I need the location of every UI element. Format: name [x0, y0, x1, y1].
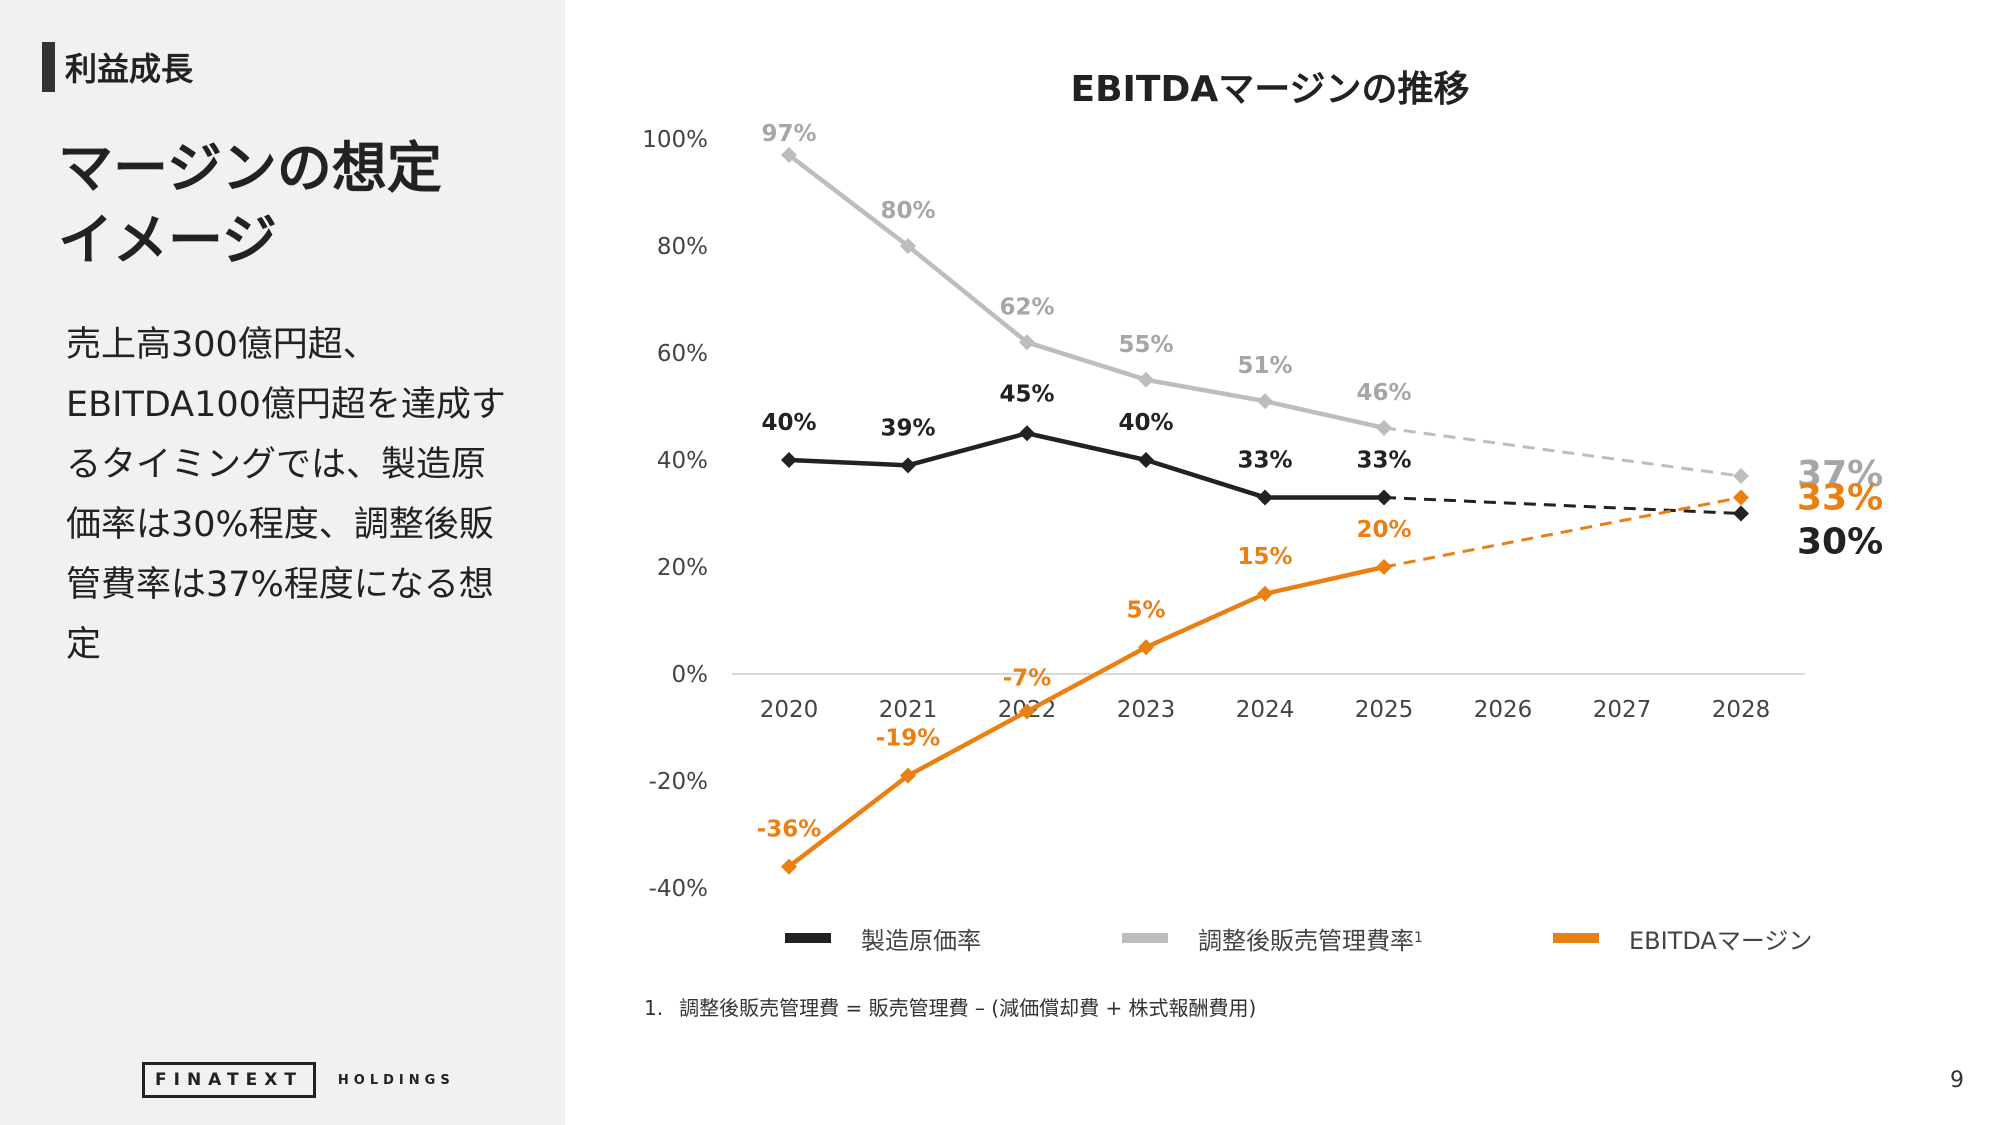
- logo-sub: HOLDINGS: [337, 1072, 455, 1088]
- data-label: 20%: [1356, 517, 1411, 543]
- series-line-actual: [787, 153, 1385, 431]
- y-tick-label: 80%: [657, 234, 708, 260]
- x-tick-label: 2026: [1474, 697, 1533, 723]
- data-point-marker: [1376, 559, 1392, 575]
- data-point-marker: [781, 452, 797, 468]
- data-label: 15%: [1237, 544, 1292, 570]
- data-point-marker: [900, 767, 916, 784]
- data-label: 45%: [999, 381, 1054, 407]
- x-tick-label: 2023: [1117, 697, 1176, 723]
- page-heading-line2: イメージ: [58, 208, 277, 272]
- footnote-text: 調整後販売管理費 = 販売管理費 – (減価償却費 + 株式報酬費用): [679, 996, 1257, 1020]
- data-label: 33%: [1237, 447, 1292, 473]
- y-tick-label: -20%: [649, 769, 708, 795]
- legend-label-sga: 調整後販売管理費率: [1198, 926, 1414, 955]
- data-point-marker: [900, 457, 916, 474]
- y-tick-label: 20%: [657, 555, 708, 581]
- data-point-marker: [1019, 334, 1035, 351]
- legend-swatch-sga: [1122, 933, 1168, 943]
- data-label: 97%: [761, 121, 816, 147]
- left-panel: 利益成長 マージンの想定 イメージ 売上高300億円超、EBITDA100億円超を…: [0, 0, 565, 1125]
- footnote: 1. 調整後販売管理費 = 販売管理費 – (減価償却費 + 株式報酬費用): [644, 992, 1256, 1021]
- section-tag-label: 利益成長: [65, 50, 194, 88]
- x-tick-label: 2024: [1236, 697, 1295, 723]
- chart-title: EBITDAマージンの推移: [1070, 69, 1470, 110]
- footnote-number: 1.: [644, 996, 664, 1020]
- projection-end-label: 37%: [1797, 454, 1883, 495]
- data-label: 5%: [1126, 597, 1165, 623]
- section-tag: 利益成長: [42, 42, 193, 92]
- page-heading: マージンの想定 イメージ: [58, 132, 538, 276]
- data-label: 40%: [1118, 410, 1173, 436]
- data-label: 39%: [880, 415, 935, 441]
- data-point-marker-projection: [1733, 505, 1749, 522]
- data-point-marker: [781, 858, 797, 875]
- data-point-marker: [1376, 419, 1392, 436]
- y-tick-label: 100%: [642, 127, 708, 153]
- legend-item-cost-of-sales: 製造原価率: [785, 918, 981, 958]
- series-line-projection: [1383, 426, 1742, 478]
- company-logo: FINATEXT HOLDINGS: [142, 1062, 455, 1098]
- data-label: -36%: [757, 817, 822, 843]
- x-tick-label: 2021: [879, 697, 938, 723]
- description-text: 売上高300億円超、EBITDA100億円超を達成するタイミングでは、製造原価率…: [66, 325, 506, 665]
- data-label: -7%: [1003, 665, 1052, 691]
- page-heading-line1: マージンの想定: [58, 136, 442, 200]
- data-point-marker-projection: [1733, 468, 1749, 485]
- data-point-marker: [1257, 393, 1273, 410]
- x-tick-label: 2025: [1355, 697, 1414, 723]
- data-point-marker: [1376, 489, 1392, 506]
- data-point-marker: [1257, 489, 1273, 506]
- data-label: 46%: [1356, 380, 1411, 406]
- projection-end-label: 30%: [1797, 522, 1883, 563]
- legend-label-cost-of-sales: 製造原価率: [861, 926, 981, 955]
- data-point-marker-projection: [1733, 489, 1749, 506]
- data-point-marker: [1257, 585, 1273, 602]
- data-label: 40%: [761, 410, 816, 436]
- data-point-marker: [781, 147, 797, 164]
- x-tick-label: 2020: [760, 697, 819, 723]
- data-label: 55%: [1118, 332, 1173, 358]
- series-line-projection: [1383, 495, 1742, 569]
- section-tag-bar: [42, 42, 55, 92]
- legend-item-sga: 調整後販売管理費率 1: [1122, 918, 1423, 958]
- data-point-marker: [1138, 639, 1154, 656]
- x-tick-label: 2028: [1712, 697, 1771, 723]
- y-tick-label: 40%: [657, 448, 708, 474]
- data-point-marker: [900, 238, 916, 254]
- y-tick-label: 60%: [657, 341, 708, 367]
- y-tick-label: -40%: [649, 876, 708, 902]
- y-tick-label: 0%: [672, 662, 709, 688]
- legend-swatch-ebitda: [1553, 933, 1599, 943]
- data-point-marker: [1138, 371, 1154, 388]
- data-label: 33%: [1356, 447, 1411, 473]
- data-point-marker: [1019, 703, 1035, 720]
- x-tick-label: 2027: [1593, 697, 1652, 723]
- legend-footnote-marker: 1: [1414, 930, 1423, 946]
- data-label: 80%: [880, 198, 935, 224]
- logo-brand: FINATEXT: [142, 1062, 316, 1098]
- data-point-marker: [1019, 425, 1035, 442]
- legend-item-ebitda: EBITDAマージン: [1553, 918, 1812, 958]
- data-label: -19%: [876, 726, 941, 752]
- legend-label-ebitda: EBITDAマージン: [1629, 926, 1813, 955]
- series-line-actual: [787, 564, 1385, 869]
- data-point-marker: [1138, 452, 1154, 468]
- data-label: 62%: [999, 294, 1054, 320]
- legend-swatch-cost-of-sales: [785, 933, 831, 943]
- series-line-actual: [788, 431, 1384, 500]
- data-label: 51%: [1237, 353, 1292, 379]
- page-number: 9: [1950, 1068, 1964, 1093]
- series-line-projection: [1383, 495, 1742, 515]
- projection-end-label: 33%: [1797, 477, 1883, 518]
